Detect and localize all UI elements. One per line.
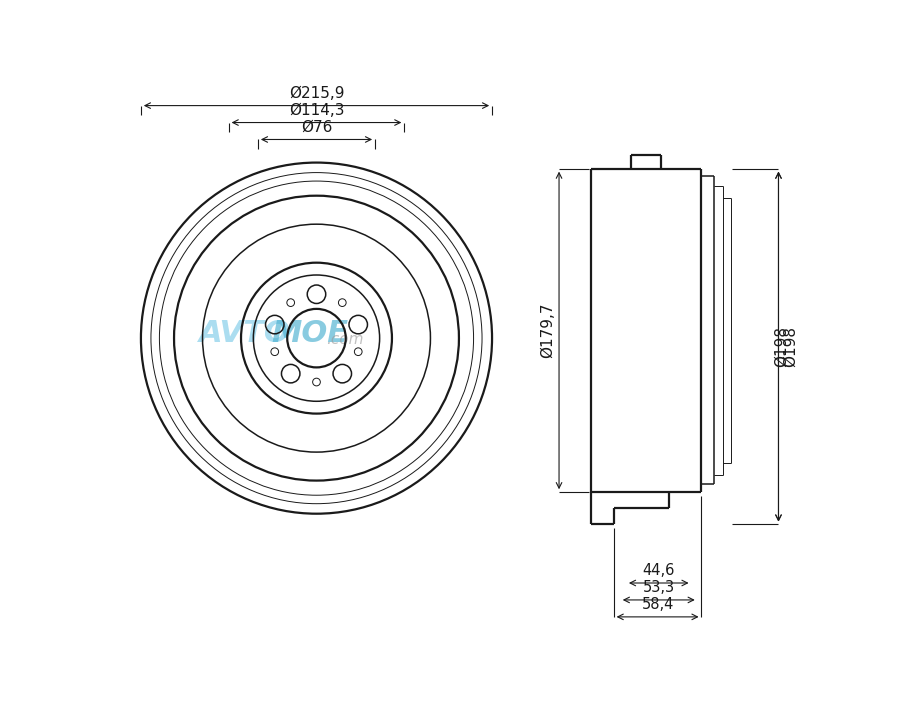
Text: AVTO: AVTO: [200, 319, 292, 348]
Text: Ø179,7: Ø179,7: [540, 303, 555, 358]
Text: .com: .com: [327, 333, 364, 347]
Text: Ø114,3: Ø114,3: [289, 103, 344, 118]
Text: Ø198: Ø198: [774, 326, 789, 367]
Text: Ø76: Ø76: [301, 120, 332, 135]
Text: 58,4: 58,4: [642, 597, 674, 612]
Text: Ø198: Ø198: [783, 326, 798, 367]
Text: Ø215,9: Ø215,9: [289, 86, 344, 101]
Text: 44,6: 44,6: [643, 563, 675, 579]
Text: 53,3: 53,3: [643, 580, 675, 595]
Text: MOE: MOE: [272, 319, 349, 348]
